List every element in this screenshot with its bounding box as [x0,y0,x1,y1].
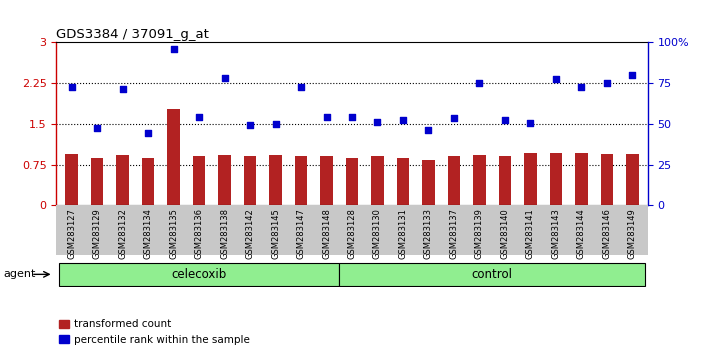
Text: GSM283143: GSM283143 [551,208,560,259]
Text: GSM283147: GSM283147 [296,208,306,259]
Text: GSM283137: GSM283137 [449,208,458,259]
Text: agent: agent [4,269,36,279]
Bar [91,158,103,205]
Text: GSM283144: GSM283144 [577,208,586,258]
Text: GSM283133: GSM283133 [424,208,433,259]
Point [219,75,230,81]
Bar [56,205,648,255]
Text: GSM283148: GSM283148 [322,208,331,259]
Bar [59,263,339,285]
Bar [626,154,639,205]
Text: GSM283142: GSM283142 [246,208,255,258]
Point [474,80,485,86]
Text: GSM283135: GSM283135 [169,208,178,259]
Bar [339,263,645,285]
Text: GSM283131: GSM283131 [398,208,408,259]
Point [117,86,128,91]
Point [296,84,307,90]
Bar [218,155,231,205]
Point [551,76,562,82]
Point [346,115,358,120]
Text: GSM283149: GSM283149 [628,208,637,258]
Text: GSM283128: GSM283128 [348,208,356,259]
Text: GSM283146: GSM283146 [603,208,611,259]
Legend: transformed count, percentile rank within the sample: transformed count, percentile rank withi… [54,315,254,349]
Bar [473,155,486,205]
Bar [142,158,154,205]
Text: GSM283130: GSM283130 [373,208,382,259]
Bar [193,156,206,205]
Text: GSM283138: GSM283138 [220,208,229,259]
Bar [244,156,256,205]
Point [194,114,205,120]
Text: GSM283136: GSM283136 [194,208,203,259]
Bar [422,160,435,205]
Bar [448,156,460,205]
Bar [524,153,536,205]
Bar [269,155,282,205]
Text: GSM283127: GSM283127 [67,208,76,259]
Bar [320,156,333,205]
Text: GSM283139: GSM283139 [475,208,484,259]
Point [499,117,510,123]
Point [244,122,256,128]
Text: GSM283129: GSM283129 [93,208,101,258]
Point [270,121,281,127]
Text: control: control [472,268,513,281]
Bar [65,154,78,205]
Text: GSM283140: GSM283140 [501,208,510,258]
Bar [550,153,562,205]
Text: celecoxib: celecoxib [172,268,227,281]
Point [423,127,434,133]
Point [601,80,612,86]
Point [66,84,77,90]
Point [321,114,332,120]
Text: GSM283134: GSM283134 [144,208,153,259]
Text: GSM283132: GSM283132 [118,208,127,259]
Bar [498,156,511,205]
Point [627,72,638,78]
Bar [371,156,384,205]
Bar [168,109,180,205]
Bar [396,158,409,205]
Text: GSM283145: GSM283145 [271,208,280,258]
Point [142,130,153,136]
Point [448,116,460,121]
Point [168,46,180,52]
Bar [346,158,358,205]
Point [372,119,383,125]
Point [397,117,408,122]
Point [576,84,587,90]
Point [524,120,536,126]
Bar [116,155,129,205]
Point [92,125,103,131]
Text: GSM283141: GSM283141 [526,208,535,258]
Bar [601,154,613,205]
Text: GDS3384 / 37091_g_at: GDS3384 / 37091_g_at [56,28,209,41]
Bar [295,156,308,205]
Bar [575,153,588,205]
